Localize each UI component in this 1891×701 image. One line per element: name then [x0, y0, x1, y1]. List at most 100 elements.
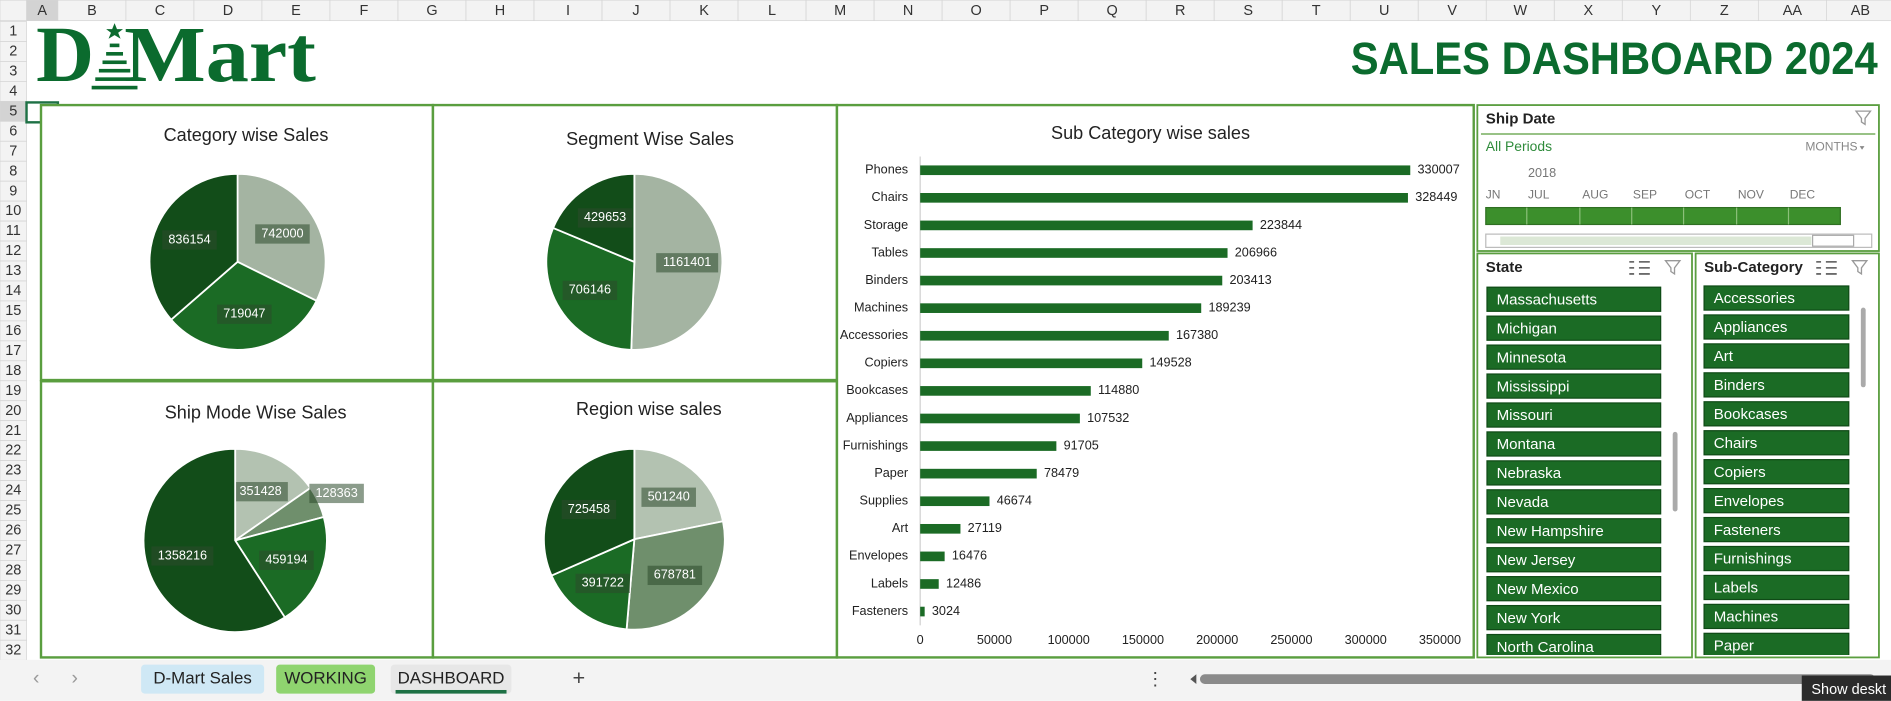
bar [920, 579, 939, 589]
slicer-item[interactable] [1486, 633, 1662, 659]
slicer-item-label[interactable]: Paper [1714, 638, 1754, 655]
slicer-item[interactable] [1486, 373, 1662, 399]
bar [920, 193, 1408, 203]
data-label: 742000 [261, 226, 303, 240]
add-sheet[interactable]: + [573, 665, 586, 690]
row-header: 16 [5, 323, 21, 339]
x-tick-label: 250000 [1270, 633, 1312, 647]
slicer-item-label[interactable]: Labels [1714, 580, 1758, 597]
slicer-item-label[interactable]: Copiers [1714, 464, 1766, 481]
slicer-item-label[interactable]: Montana [1497, 436, 1556, 453]
slicer-item[interactable] [1486, 547, 1662, 573]
column-header: R [1175, 3, 1185, 19]
timeline-bar[interactable] [1485, 206, 1841, 226]
timeline-scroll-thumb[interactable] [1500, 236, 1812, 245]
slicer-item-label[interactable]: Minnesota [1497, 349, 1567, 366]
slicer-item[interactable] [1703, 459, 1850, 485]
row-header: 19 [5, 383, 21, 399]
column-header: AA [1783, 3, 1803, 19]
timeline-scroll-handle[interactable] [1812, 234, 1855, 247]
slicer-item-label[interactable]: Chairs [1714, 435, 1758, 452]
slicer-item[interactable] [1486, 315, 1662, 341]
slicer-item-label[interactable]: Missouri [1497, 407, 1553, 424]
column-header: E [291, 3, 301, 19]
column-header: Q [1107, 3, 1118, 19]
slicer-item-label[interactable]: New Jersey [1497, 552, 1576, 569]
slicer-item-label[interactable]: Mississippi [1497, 378, 1570, 395]
row-header: 32 [5, 642, 21, 658]
logo-left: D [36, 11, 94, 99]
slicer-item[interactable] [1703, 285, 1850, 311]
sheet-tab[interactable] [141, 664, 265, 694]
sheet-tab[interactable] [390, 664, 512, 694]
slicer-item-label[interactable]: New Mexico [1497, 581, 1579, 598]
scroll-left[interactable] [1190, 674, 1197, 684]
slicer-item[interactable] [1703, 343, 1850, 369]
clear-filter[interactable] [1854, 110, 1872, 126]
slicer-item[interactable] [1486, 344, 1662, 370]
slicer-item-label[interactable]: Michigan [1497, 320, 1557, 337]
sheet-headers: A B C D E F G H I J K L M N O P Q R S T U V W X Y Z AA AB1234567891… [0, 0, 1891, 661]
slicer-item-label[interactable]: Art [1714, 348, 1734, 365]
slicer-item-label[interactable]: Bookcases [1714, 406, 1788, 423]
slicer-item[interactable] [1703, 430, 1850, 456]
slicer-item[interactable] [1486, 576, 1662, 602]
slicer-item[interactable] [1486, 518, 1662, 544]
slicer-item[interactable] [1703, 372, 1850, 398]
slicer-item-label[interactable]: North Carolina [1497, 639, 1595, 656]
y-tick-label: Envelopes [849, 549, 908, 563]
slicer-item[interactable] [1486, 604, 1662, 631]
x-tick-label: 50000 [977, 633, 1012, 647]
slicer-item[interactable] [1703, 574, 1850, 601]
slicer-item[interactable] [1486, 431, 1662, 457]
slicer-item-label[interactable]: Accessories [1714, 290, 1795, 307]
slicer-item[interactable] [1703, 401, 1850, 427]
more-menu[interactable]: ⋮ [1146, 669, 1164, 689]
horizontal-scrollbar[interactable] [1199, 674, 1876, 684]
prev-sheet-arrow[interactable]: ‹ [33, 668, 39, 689]
column-header: D [223, 3, 233, 19]
slicer-item-label[interactable]: Binders [1714, 377, 1765, 394]
next-sheet-arrow[interactable]: › [72, 668, 78, 689]
slicer-item[interactable] [1486, 286, 1662, 312]
sheet-tab-label[interactable]: D-Mart Sales [153, 669, 251, 688]
column-header: T [1312, 3, 1321, 19]
chart-title: Region wise sales [576, 399, 722, 419]
slicer-item-label[interactable]: Nevada [1497, 494, 1550, 511]
slicer-item-label[interactable]: Massachusetts [1497, 291, 1597, 308]
slicer-item[interactable] [1703, 516, 1850, 543]
slicer-item[interactable] [1703, 487, 1850, 514]
slicer-item-label[interactable]: Furnishings [1714, 551, 1792, 568]
slicer-item-label[interactable]: Envelopes [1714, 493, 1784, 510]
slicer-item[interactable] [1703, 545, 1850, 572]
x-tick-label: 150000 [1122, 633, 1164, 647]
multi-select-icon[interactable] [1629, 261, 1650, 275]
slicer-item-label[interactable]: Machines [1714, 609, 1778, 626]
slicer-item[interactable] [1703, 603, 1850, 630]
multi-select-icon[interactable] [1816, 261, 1837, 275]
slicer-item-label[interactable]: Appliances [1714, 319, 1788, 336]
x-tick-label: 100000 [1048, 633, 1090, 647]
slicer-item-label[interactable]: Nebraska [1497, 465, 1562, 482]
slicer-item[interactable] [1703, 632, 1850, 657]
clear-filter[interactable] [1664, 259, 1682, 276]
timeline-level[interactable]: MONTHS [1805, 139, 1857, 153]
sheet-tab[interactable] [276, 664, 376, 694]
row-header: 4 [9, 83, 17, 99]
clear-filter[interactable] [1851, 259, 1869, 276]
row-header: 26 [5, 523, 21, 539]
slicer-item-label[interactable]: New York [1497, 610, 1561, 627]
level-dropdown[interactable] [1859, 146, 1865, 150]
slicer-scroll-thumb[interactable] [1860, 307, 1866, 388]
slicer-scroll-thumb[interactable] [1672, 431, 1678, 512]
slicer-item-label[interactable]: New Hampshire [1497, 523, 1604, 540]
slicer-item[interactable] [1486, 489, 1662, 515]
slicer-item[interactable] [1486, 402, 1662, 428]
slicer-item[interactable] [1486, 460, 1662, 486]
slicer-item[interactable] [1703, 314, 1850, 340]
sheet-tab-label[interactable]: WORKING [284, 669, 367, 688]
slicer-item-label[interactable]: Fasteners [1714, 522, 1781, 539]
column-header: L [768, 3, 776, 19]
sheet-tab-label[interactable]: DASHBOARD [398, 669, 505, 688]
chart-title: Ship Mode Wise Sales [165, 403, 347, 423]
